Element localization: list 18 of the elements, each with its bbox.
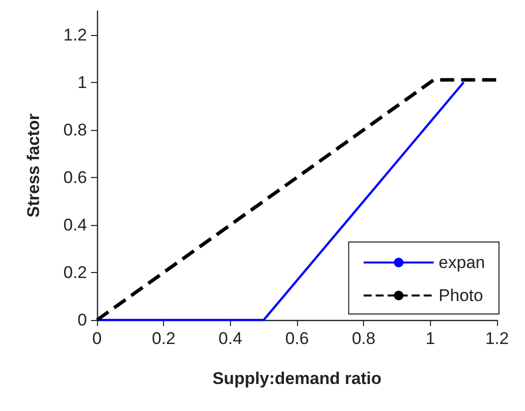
x-tick-label: 0.8 [352,329,376,348]
y-tick-label: 1 [78,72,87,92]
x-axis-title: Supply:demand ratio [212,369,382,388]
y-tick-label: 1.2 [63,25,87,44]
legend-label: Photo [438,286,484,305]
y-tick-label: 0.6 [63,168,87,187]
y-axis-title: Stress factor [24,113,43,218]
legend-label: expan [438,253,486,272]
x-tick-label: 1.2 [485,329,509,348]
y-tick-label: 0 [78,310,87,330]
x-tick-label: 0 [92,329,102,348]
y-tick-label: 0.2 [63,262,87,282]
x-tick-label: 1 [426,329,436,348]
x-tick-label: 0.4 [218,329,242,348]
y-tick-label: 0.8 [63,120,87,140]
y-tick-label: 0.4 [63,215,87,234]
x-tick-label: 0.2 [152,329,176,348]
x-tick-label: 0.6 [285,329,309,348]
